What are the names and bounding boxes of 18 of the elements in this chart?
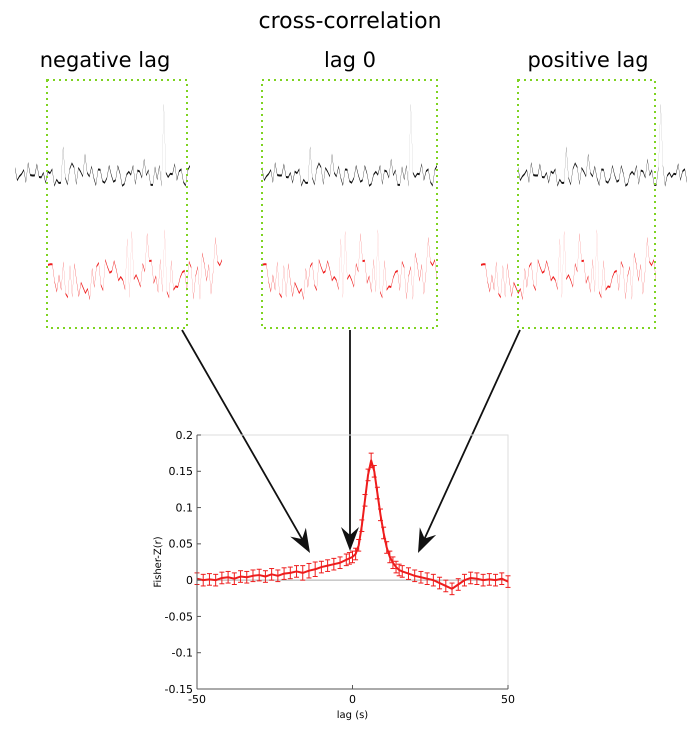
y-tick-label: -0.05 (164, 610, 193, 624)
text: lag 0 (324, 48, 376, 72)
x-tick-label: 0 (349, 693, 356, 706)
y-tick-label: -0.1 (172, 646, 193, 660)
text: negative lag (40, 48, 170, 72)
y-tick-label: 0.05 (168, 538, 193, 551)
x-tick-label: 50 (501, 693, 515, 706)
x-axis-title: lag (s) (336, 710, 368, 721)
x-tick-label: -50 (188, 693, 206, 706)
y-tick-label: 0.2 (176, 428, 193, 442)
y-tick-label: 0 (186, 574, 193, 587)
y-tick-label: 0.15 (168, 465, 193, 478)
y-tick-label: 0.1 (176, 501, 193, 514)
line-series (196, 459, 509, 590)
y-axis-title: Fisher-Z(r) (153, 536, 164, 588)
chart-title: cross-correlation (258, 9, 442, 34)
y-tick-label: -0.15 (164, 682, 193, 696)
text: positive lag (527, 48, 649, 72)
